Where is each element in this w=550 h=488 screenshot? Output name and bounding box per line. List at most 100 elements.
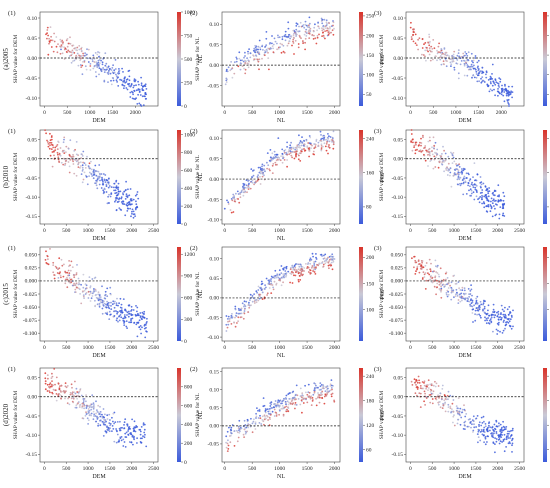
data-point <box>231 313 233 315</box>
data-point <box>242 305 245 308</box>
data-point <box>255 58 257 60</box>
data-point <box>498 438 501 440</box>
data-point <box>446 295 449 298</box>
data-point <box>53 154 55 157</box>
data-point <box>289 144 292 147</box>
data-point <box>53 274 56 276</box>
data-point <box>271 152 274 155</box>
data-point <box>325 394 328 397</box>
data-point <box>106 418 109 420</box>
x-axis-label: DEM <box>92 236 106 242</box>
data-point <box>304 37 307 40</box>
data-point <box>320 147 323 149</box>
data-point <box>475 307 478 309</box>
data-point <box>427 389 429 391</box>
data-point <box>65 39 68 42</box>
data-point <box>247 426 250 429</box>
data-point <box>80 153 83 156</box>
data-point <box>56 272 59 274</box>
data-point <box>144 93 147 95</box>
data-point <box>248 60 250 63</box>
data-point <box>111 303 114 306</box>
data-point <box>293 53 295 55</box>
data-point <box>125 180 127 183</box>
data-point <box>113 310 115 313</box>
scatter-panel: 0 500 1000 1500 2000 2500-0.15-0.10-0.050.000… <box>8 366 204 480</box>
data-point <box>273 406 275 409</box>
data-point <box>464 292 467 295</box>
panel-label: (3) <box>374 128 382 135</box>
data-point <box>93 174 95 176</box>
data-point <box>107 186 110 189</box>
data-point <box>49 248 51 250</box>
data-point <box>58 257 61 260</box>
panel-label: (2) <box>190 245 198 252</box>
data-point <box>251 179 254 182</box>
data-point <box>292 402 295 404</box>
data-point <box>285 267 288 270</box>
data-point <box>429 388 432 391</box>
data-point <box>476 415 479 417</box>
data-point <box>144 85 147 88</box>
data-point <box>96 66 99 69</box>
data-point <box>288 40 290 43</box>
data-point <box>110 313 112 316</box>
data-point <box>420 268 423 270</box>
data-point <box>275 283 278 286</box>
data-point <box>94 288 97 291</box>
data-point <box>434 166 437 168</box>
data-point <box>436 286 438 289</box>
data-point <box>276 401 279 404</box>
x-tick-label: 2000 <box>126 228 137 234</box>
data-point <box>283 266 286 269</box>
y-tick-label: -0.05 <box>208 197 220 203</box>
data-point <box>75 141 78 143</box>
data-point <box>437 45 440 48</box>
data-point <box>307 271 310 273</box>
data-point <box>309 262 312 265</box>
data-point <box>305 263 307 265</box>
data-point <box>80 173 83 176</box>
data-point <box>327 133 329 135</box>
data-point <box>97 59 100 62</box>
data-point <box>478 429 480 432</box>
data-point <box>312 269 315 271</box>
data-point <box>273 415 276 417</box>
data-point <box>272 51 275 54</box>
data-point <box>497 434 500 437</box>
data-point <box>106 300 108 303</box>
y-tick-label: 0.000 <box>391 279 404 285</box>
data-point <box>326 393 328 395</box>
plot-frame <box>221 129 341 225</box>
data-point <box>459 407 462 410</box>
data-point <box>258 58 261 61</box>
data-point <box>504 85 506 87</box>
data-point <box>331 388 333 391</box>
data-point <box>268 279 271 281</box>
data-point <box>112 428 115 430</box>
scatter-panel: 0 500 1000 1500 2000-0.10-0.050.000.050.10NL… <box>190 128 386 242</box>
data-point <box>281 148 284 151</box>
data-point <box>310 267 313 269</box>
data-point <box>484 423 487 425</box>
data-point <box>421 261 423 264</box>
data-point <box>310 147 312 150</box>
data-point <box>440 289 443 291</box>
data-point <box>312 399 314 401</box>
x-tick-label: 0 <box>223 110 226 116</box>
data-point <box>143 323 146 326</box>
data-point <box>448 169 451 171</box>
data-point <box>119 190 122 193</box>
data-point <box>46 383 49 386</box>
data-point <box>491 63 494 66</box>
data-point <box>416 148 418 151</box>
data-point <box>132 430 135 432</box>
data-point <box>55 393 58 395</box>
data-point <box>443 53 446 56</box>
data-point <box>458 293 461 296</box>
row-label: (a)2005 <box>2 48 10 70</box>
data-point <box>255 54 257 57</box>
data-point <box>79 59 81 62</box>
data-point <box>96 63 98 65</box>
